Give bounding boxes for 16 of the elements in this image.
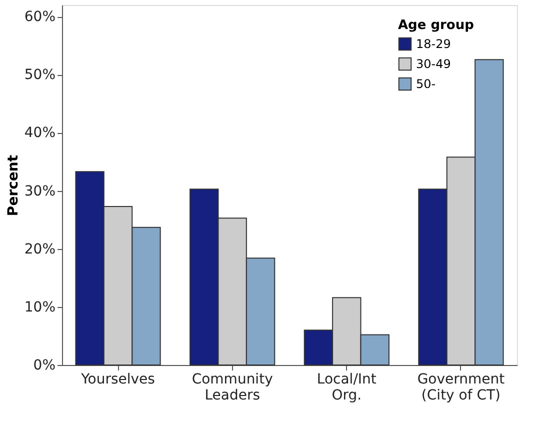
y-tick-label: 60% [24, 9, 56, 26]
y-tick-label: 10% [24, 299, 56, 316]
y-tick-label: 50% [24, 67, 56, 84]
legend-title: Age group [398, 18, 474, 33]
x-tick-label: Community Leaders [192, 372, 273, 404]
legend-label: 30-49 [416, 57, 451, 71]
x-tick-label: Local/Int Org. [316, 372, 377, 404]
y-tick-label: 20% [24, 241, 56, 258]
x-tick-label: Government (City of CT) [417, 372, 506, 404]
x-tick-label: Yourselves [80, 372, 155, 388]
y-tick-label: 0% [33, 358, 56, 374]
y-tick-label: 40% [24, 125, 56, 142]
y-axis-title: Percent [5, 154, 22, 216]
legend-label: 50- [416, 77, 436, 91]
legend-label: 18-29 [416, 37, 451, 51]
y-tick-label: 30% [24, 183, 56, 200]
